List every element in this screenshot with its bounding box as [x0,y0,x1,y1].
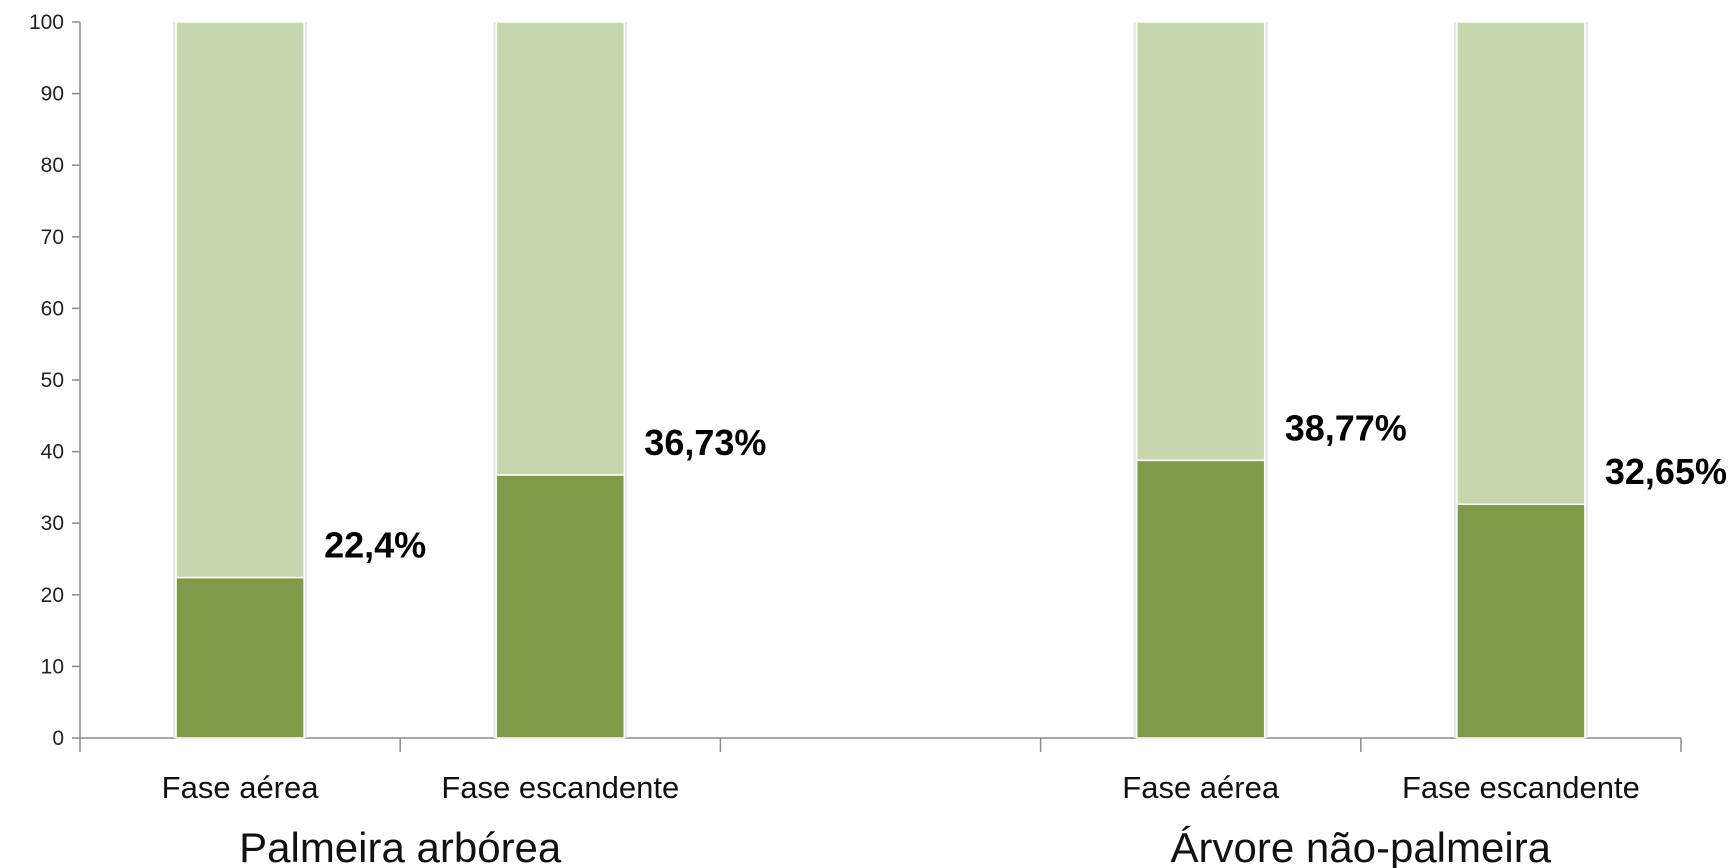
labels: 22,4% Fase aérea 36,73% Fase escandente Palm… [162,407,1727,868]
bar-upper-segment [1135,21,1266,462]
group-label: Árvore não-palmeira [1171,824,1552,868]
data-label: 36,73% [644,422,766,463]
y-tick-label: 40 [41,441,64,464]
y-tick-label: 20 [41,584,64,607]
y-axis: 0 10 20 30 40 50 60 70 80 90 100 [29,11,81,750]
y-tick-label: 30 [41,512,64,535]
category-label: Fase escandente [441,770,679,805]
category-label: Fase aérea [162,770,320,805]
category-label: Fase aérea [1122,770,1280,805]
data-label: 32,65% [1605,451,1727,492]
group-label: Palmeira arbórea [239,824,562,868]
y-tick-label: 60 [41,297,64,320]
category-label: Fase escandente [1402,770,1640,805]
bar-upper-segment [1456,21,1586,505]
y-tick-label: 80 [41,154,64,177]
y-tick-label: 70 [41,226,64,249]
bar-lower-segment [1456,503,1586,739]
bars [173,21,1588,739]
bar-lower-segment [175,576,305,739]
y-tick-label: 90 [41,83,64,106]
data-label: 22,4% [324,525,426,566]
bar-upper-segment [495,21,626,476]
x-axis [79,737,1682,752]
y-tick-label: 50 [41,369,64,392]
bar-lower-segment [1135,459,1266,739]
y-tick-label: 100 [29,11,64,34]
data-label: 38,77% [1285,407,1407,448]
y-tick-label: 0 [52,727,64,750]
bar-upper-segment [175,21,305,579]
bar-lower-segment [495,474,626,739]
y-tick-label: 10 [41,655,64,678]
